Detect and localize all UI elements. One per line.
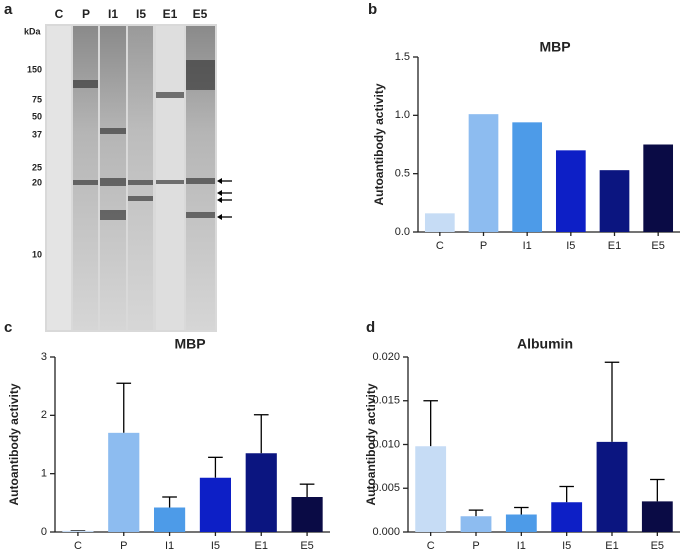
bar	[154, 507, 186, 532]
y-tick-label: 1	[41, 468, 47, 480]
lane-label: E1	[163, 7, 178, 21]
y-tick-label: 3	[41, 351, 47, 363]
bar	[599, 170, 630, 232]
y-axis-label: Autoantibody activity	[364, 383, 378, 505]
bar	[641, 501, 673, 532]
chart-title: MBP	[174, 336, 205, 352]
x-tick-label: E1	[605, 540, 618, 552]
x-tick-label: E5	[300, 540, 313, 552]
marker-label: 10	[32, 249, 42, 259]
bar	[415, 446, 447, 532]
bar	[596, 441, 628, 532]
y-tick-label: 0.5	[395, 168, 410, 180]
y-tick-label: 2	[41, 409, 47, 421]
y-axis-label: Autoantibody activity	[7, 383, 21, 505]
panel-label: d	[366, 319, 375, 336]
lane-label: I1	[108, 7, 118, 21]
y-tick-label: 1.5	[395, 51, 410, 63]
y-tick-label: 0.005	[372, 482, 400, 494]
x-tick-label: C	[427, 540, 435, 552]
bar	[62, 530, 94, 532]
bar	[291, 497, 323, 532]
unit-label: kDa	[24, 26, 42, 36]
y-tick-label: 0.020	[372, 351, 400, 363]
x-tick-label: P	[472, 540, 479, 552]
y-tick-label: 0.010	[372, 438, 400, 450]
bar	[460, 516, 492, 532]
blot-image	[45, 24, 232, 332]
lane-label: C	[55, 7, 64, 21]
bar	[512, 122, 543, 232]
marker-label: 150	[27, 64, 42, 74]
y-axis-label: Autoantibody activity	[372, 83, 386, 205]
lane-label: E5	[193, 7, 208, 21]
x-tick-label: I1	[517, 540, 526, 552]
x-tick-label: C	[74, 540, 82, 552]
y-tick-label: 0.015	[372, 395, 400, 407]
x-tick-label: I5	[211, 540, 220, 552]
y-tick-label: 0.000	[372, 526, 400, 538]
chart-title: MBP	[539, 39, 570, 55]
bar	[245, 453, 277, 532]
x-tick-label: I5	[562, 540, 571, 552]
panel-label: b	[368, 1, 377, 18]
bar	[424, 213, 455, 232]
y-tick-label: 0	[41, 526, 47, 538]
marker-label: 20	[32, 177, 42, 187]
x-tick-label: E5	[651, 240, 664, 252]
panel-label: c	[4, 319, 12, 336]
marker-label: 75	[32, 94, 42, 104]
marker-label: 50	[32, 111, 42, 121]
bar	[555, 150, 586, 232]
chart-title: Albumin	[517, 336, 573, 352]
x-tick-label: P	[120, 540, 127, 552]
bar	[505, 514, 537, 532]
x-tick-label: E5	[651, 540, 664, 552]
lane-label: I5	[136, 7, 146, 21]
y-tick-label: 1.0	[395, 109, 410, 121]
lane-label: P	[82, 7, 90, 21]
bar	[643, 144, 674, 232]
bar	[468, 114, 499, 232]
x-tick-label: I1	[523, 240, 532, 252]
y-tick-label: 0.0	[395, 226, 410, 238]
bar	[199, 477, 231, 532]
x-tick-label: E1	[255, 540, 268, 552]
bar	[108, 432, 140, 532]
bar	[551, 502, 583, 532]
x-tick-label: C	[436, 240, 444, 252]
marker-label: 25	[32, 162, 42, 172]
x-tick-label: E1	[608, 240, 621, 252]
x-tick-label: P	[480, 240, 487, 252]
x-tick-label: I5	[566, 240, 575, 252]
panel-label: a	[4, 1, 13, 18]
x-tick-label: I1	[165, 540, 174, 552]
marker-label: 37	[32, 129, 42, 139]
